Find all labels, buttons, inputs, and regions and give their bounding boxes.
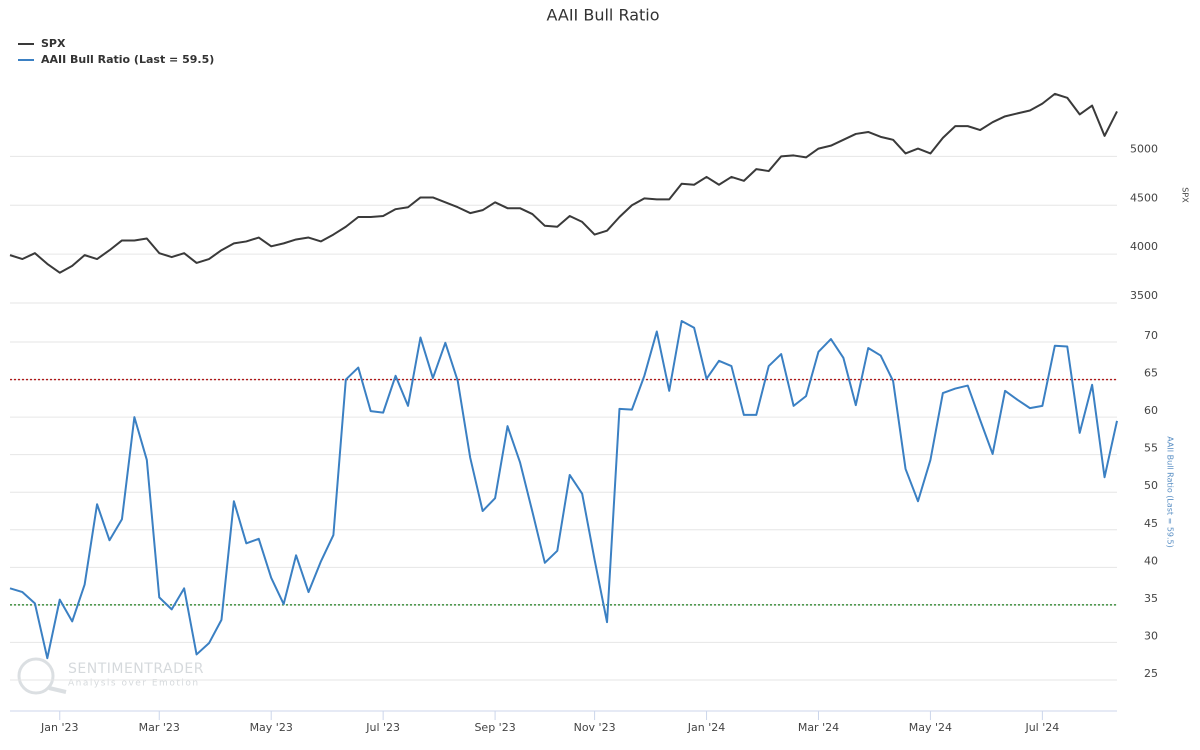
- y-tick-label: 3500: [1130, 289, 1158, 302]
- watermark-text: SENTIMENTRADER: [68, 661, 204, 677]
- x-tick-label: Jan '23: [40, 721, 78, 734]
- x-tick-label: Mar '24: [798, 721, 839, 734]
- x-tick-label: Nov '23: [574, 721, 616, 734]
- y2-tick-label: 25: [1144, 667, 1158, 680]
- legend-label: SPX: [41, 37, 66, 50]
- watermark-subtext: Analysis over Emotion: [68, 679, 200, 689]
- y-tick-label: 4500: [1130, 191, 1158, 204]
- y-tick-label: 4000: [1130, 240, 1158, 253]
- watermark-icon: [17, 657, 55, 695]
- chart-title: AAII Bull Ratio: [546, 6, 659, 25]
- x-tick-label: Jul '24: [1024, 721, 1059, 734]
- series-line: [9, 320, 1118, 660]
- y2-tick-label: 55: [1144, 442, 1158, 455]
- y2-tick-label: 45: [1144, 517, 1158, 530]
- y2-tick-label: 40: [1144, 554, 1158, 567]
- y2-tick-label: 70: [1144, 329, 1158, 342]
- y2-tick-label: 35: [1144, 592, 1158, 605]
- y2-tick-label: 60: [1144, 404, 1158, 417]
- x-tick-label: May '24: [909, 721, 952, 734]
- legend-label: AAII Bull Ratio (Last = 59.5): [41, 53, 214, 66]
- y-tick-label: 5000: [1130, 142, 1158, 155]
- y-axis-title: SPX: [1181, 187, 1190, 203]
- y2-axis-title: AAII Bull Ratio (Last = 59.5): [1166, 436, 1175, 548]
- watermark: SENTIMENTRADER Analysis over Emotion: [17, 657, 204, 695]
- x-tick-label: Jul '23: [365, 721, 400, 734]
- y2-tick-label: 50: [1144, 479, 1158, 492]
- x-tick-label: Mar '23: [139, 721, 180, 734]
- watermark-icon: [48, 686, 67, 694]
- x-tick-label: Sep '23: [474, 721, 515, 734]
- series-line: [9, 92, 1118, 274]
- x-tick-label: Jan '24: [687, 721, 725, 734]
- x-tick-label: May '23: [250, 721, 293, 734]
- y2-tick-label: 30: [1144, 629, 1158, 642]
- y2-tick-label: 65: [1144, 367, 1158, 380]
